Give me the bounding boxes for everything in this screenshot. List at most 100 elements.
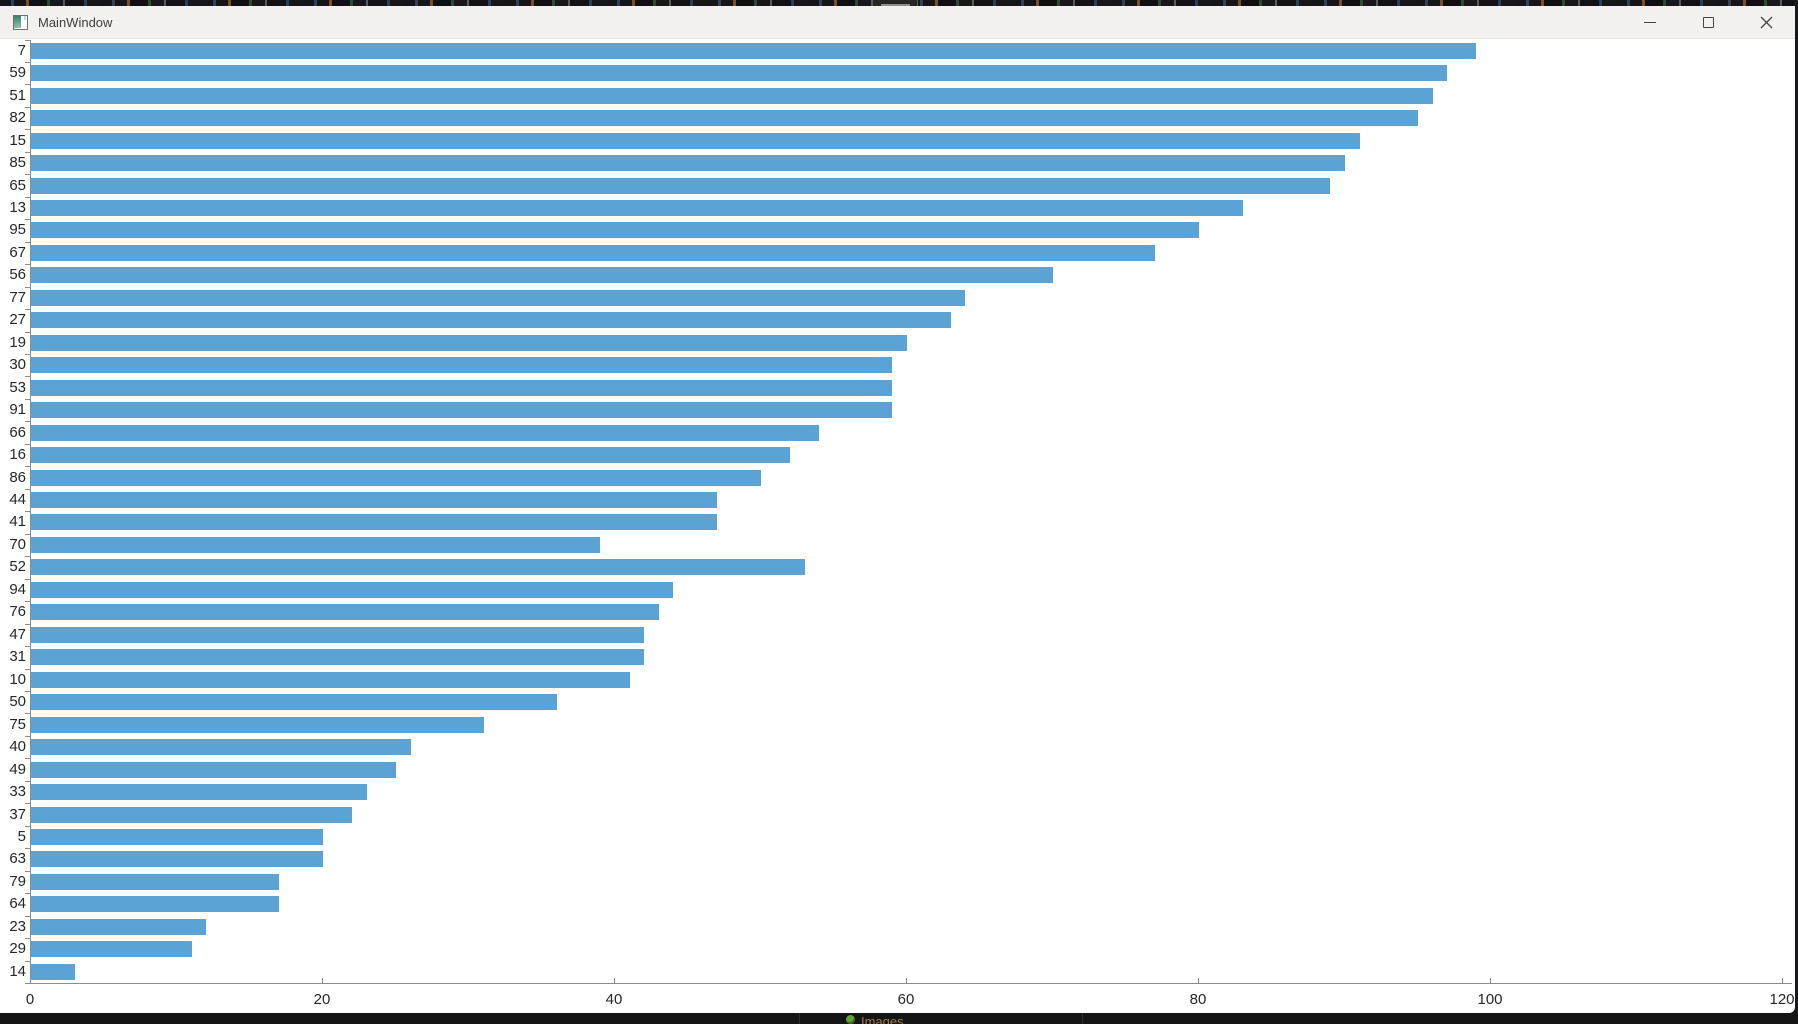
x-axis-line (30, 983, 1792, 984)
bar (31, 873, 280, 890)
y-tick (25, 623, 30, 625)
y-tick-label: 52 (9, 558, 26, 576)
y-tick (25, 601, 30, 603)
y-tick (25, 713, 30, 715)
y-tick-label: 75 (9, 715, 26, 733)
x-tick (614, 978, 615, 983)
y-tick-label: 5 (17, 827, 26, 845)
bar (31, 806, 353, 823)
bar (31, 739, 411, 756)
bar (31, 761, 396, 778)
bar (31, 177, 1331, 194)
bar (31, 222, 1199, 239)
y-tick (25, 331, 30, 333)
y-tick-label: 95 (9, 221, 26, 239)
bar (31, 132, 1360, 149)
y-tick-label: 27 (9, 311, 26, 329)
y-tick-label: 50 (9, 693, 26, 711)
y-tick (25, 219, 30, 221)
y-tick (25, 825, 30, 827)
minimize-icon (1644, 22, 1656, 23)
maximize-button[interactable] (1685, 6, 1731, 39)
y-tick-label: 40 (9, 738, 26, 756)
bar (31, 626, 645, 643)
x-tick (322, 978, 323, 983)
y-tick-label: 47 (9, 625, 26, 643)
bar (31, 402, 893, 419)
y-tick-label: 41 (9, 513, 26, 531)
y-tick-label: 86 (9, 468, 26, 486)
x-tick-label: 40 (605, 991, 623, 1008)
y-tick (25, 960, 30, 962)
y-tick (25, 938, 30, 940)
y-tick-label: 91 (9, 401, 26, 419)
x-tick (906, 978, 907, 983)
window-titlebar[interactable]: MainWindow (0, 6, 1795, 39)
background-window-right-edge[interactable] (1794, 0, 1798, 1024)
y-tick (25, 690, 30, 692)
bar (31, 536, 601, 553)
y-tick (25, 983, 30, 984)
y-tick-label: 16 (9, 446, 26, 464)
y-tick-label: 94 (9, 580, 26, 598)
y-tick-label: 15 (9, 131, 26, 149)
y-tick (25, 870, 30, 872)
y-tick-label: 33 (9, 783, 26, 801)
y-tick (25, 533, 30, 535)
bar (31, 941, 192, 958)
y-tick (25, 848, 30, 850)
x-tick (30, 978, 31, 983)
x-tick-label: 120 (1769, 991, 1795, 1008)
bar (31, 694, 557, 711)
y-tick (25, 286, 30, 288)
y-tick (25, 578, 30, 580)
y-tick-label: 59 (9, 64, 26, 82)
bar (31, 312, 951, 329)
y-tick-label: 66 (9, 423, 26, 441)
bar (31, 716, 484, 733)
y-tick-label: 77 (9, 288, 26, 306)
y-tick-label: 13 (9, 198, 26, 216)
bar (31, 828, 323, 845)
bar (31, 784, 367, 801)
bar (31, 514, 718, 531)
y-axis-line (30, 39, 31, 983)
bar (31, 851, 323, 868)
y-tick (25, 61, 30, 63)
taskbar-images-label: Images (861, 1014, 904, 1024)
bar (31, 581, 674, 598)
y-tick-label: 70 (9, 535, 26, 553)
y-tick (25, 556, 30, 558)
bar (31, 357, 893, 374)
bar (31, 559, 805, 576)
y-tick-label: 49 (9, 760, 26, 778)
bar (31, 289, 966, 306)
y-tick (25, 735, 30, 737)
y-tick (25, 376, 30, 378)
images-icon (846, 1015, 855, 1024)
y-tick (25, 151, 30, 153)
close-button[interactable] (1743, 6, 1789, 39)
y-tick (25, 646, 30, 648)
y-tick-label: 10 (9, 670, 26, 688)
bar (31, 604, 659, 621)
y-tick-label: 14 (9, 962, 26, 980)
y-tick-label: 31 (9, 648, 26, 666)
x-tick-label: 80 (1189, 991, 1207, 1008)
y-tick (25, 39, 30, 41)
x-tick (1490, 978, 1491, 983)
y-tick (25, 780, 30, 782)
bar (31, 649, 645, 666)
y-tick (25, 174, 30, 176)
bar (31, 334, 907, 351)
y-tick (25, 196, 30, 198)
minimize-button[interactable] (1627, 6, 1673, 39)
y-tick (25, 488, 30, 490)
bar (31, 492, 718, 509)
background-taskbar[interactable]: Images (0, 1013, 1798, 1024)
y-tick-label: 65 (9, 176, 26, 194)
x-tick-label: 0 (25, 991, 35, 1008)
x-tick (1782, 978, 1783, 983)
